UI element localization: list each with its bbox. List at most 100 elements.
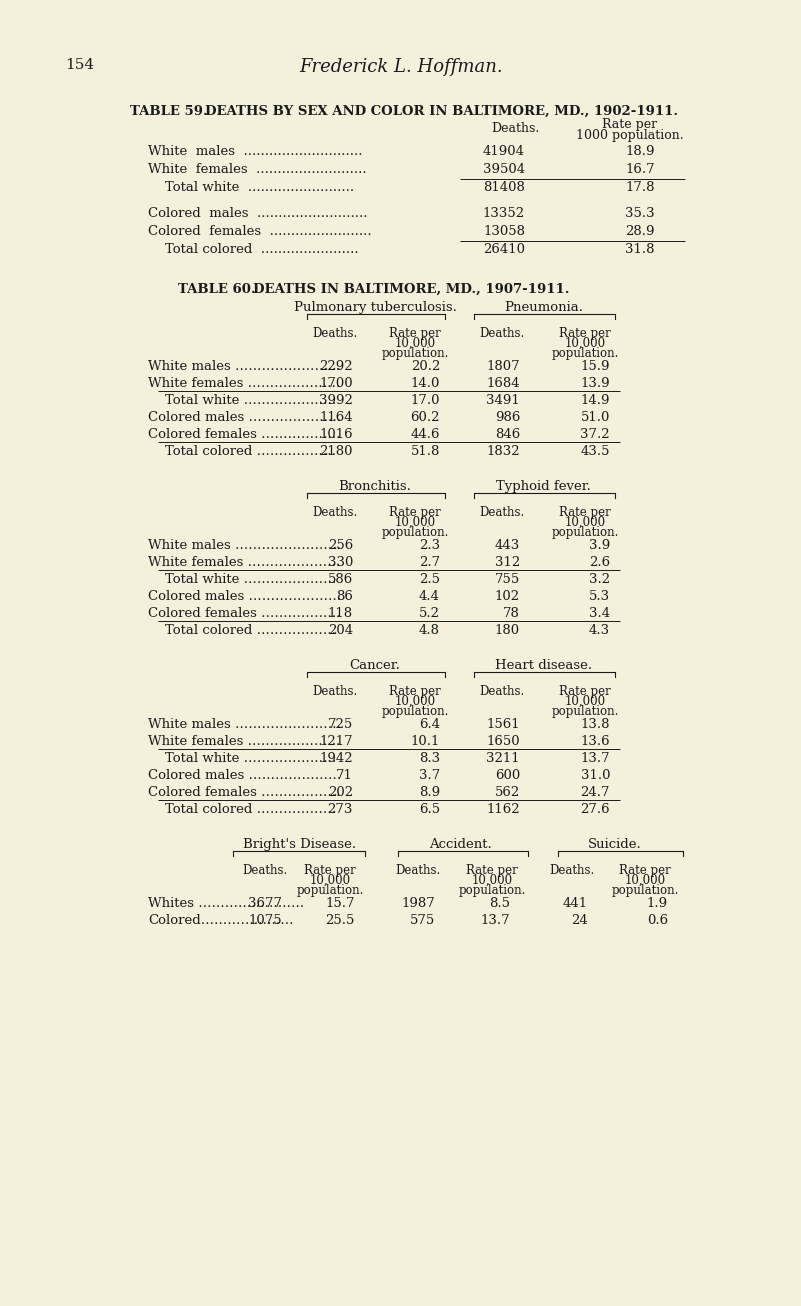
Text: Colored females ………………: Colored females ……………… [148, 786, 340, 799]
Text: 10,000: 10,000 [394, 695, 436, 708]
Text: 31.8: 31.8 [626, 243, 655, 256]
Text: 1162: 1162 [486, 803, 520, 816]
Text: Colored females ………………: Colored females ……………… [148, 607, 340, 620]
Text: 10,000: 10,000 [309, 874, 351, 887]
Text: 4.8: 4.8 [419, 624, 440, 637]
Text: 8.3: 8.3 [419, 752, 440, 765]
Text: Colored females ………………: Colored females ……………… [148, 428, 340, 441]
Text: White males ……………………: White males …………………… [148, 718, 341, 731]
Text: 24.7: 24.7 [581, 786, 610, 799]
Text: 575: 575 [410, 914, 435, 927]
Text: 6.4: 6.4 [419, 718, 440, 731]
Text: 3211: 3211 [486, 752, 520, 765]
Text: 4.4: 4.4 [419, 590, 440, 603]
Text: 4.3: 4.3 [589, 624, 610, 637]
Text: 27.6: 27.6 [581, 803, 610, 816]
Text: 18.9: 18.9 [626, 145, 655, 158]
Text: population.: population. [381, 347, 449, 360]
Text: 3.2: 3.2 [589, 573, 610, 586]
Text: 71: 71 [336, 769, 353, 782]
Text: 26410: 26410 [483, 243, 525, 256]
Text: population.: population. [551, 705, 618, 718]
Text: 2.3: 2.3 [419, 539, 440, 552]
Text: 43.5: 43.5 [581, 445, 610, 458]
Text: 15.9: 15.9 [581, 360, 610, 374]
Text: Colored males …………………: Colored males ………………… [148, 590, 341, 603]
Text: Deaths.: Deaths. [479, 686, 525, 697]
Text: 586: 586 [328, 573, 353, 586]
Text: 6.5: 6.5 [419, 803, 440, 816]
Text: population.: population. [381, 526, 449, 539]
Text: White males ……………………: White males …………………… [148, 360, 341, 374]
Text: 35.3: 35.3 [626, 206, 655, 219]
Text: 10,000: 10,000 [394, 337, 436, 350]
Text: 15.7: 15.7 [325, 897, 355, 910]
Text: Colored…………………: Colored………………… [148, 914, 293, 927]
Text: Deaths.: Deaths. [549, 865, 594, 878]
Text: 1164: 1164 [320, 411, 353, 424]
Text: Pulmonary tuberculosis.: Pulmonary tuberculosis. [293, 300, 457, 313]
Text: Total colored ………………: Total colored ……………… [148, 803, 336, 816]
Text: Deaths.: Deaths. [479, 326, 525, 340]
Text: Whites ……………………: Whites …………………… [148, 897, 304, 910]
Text: 10,000: 10,000 [565, 516, 606, 529]
Text: 3992: 3992 [319, 394, 353, 407]
Text: 51.0: 51.0 [581, 411, 610, 424]
Text: Rate per: Rate per [389, 326, 441, 340]
Text: Total colored  .......................: Total colored ....................... [148, 243, 359, 256]
Text: Pneumonia.: Pneumonia. [504, 300, 583, 313]
Text: Rate per: Rate per [559, 686, 611, 697]
Text: 2292: 2292 [320, 360, 353, 374]
Text: 1987: 1987 [401, 897, 435, 910]
Text: Cancer.: Cancer. [349, 660, 400, 673]
Text: 13.6: 13.6 [581, 735, 610, 748]
Text: Rate per: Rate per [559, 326, 611, 340]
Text: 1016: 1016 [320, 428, 353, 441]
Text: 13352: 13352 [483, 206, 525, 219]
Text: 8.9: 8.9 [419, 786, 440, 799]
Text: 86: 86 [336, 590, 353, 603]
Text: population.: population. [611, 884, 678, 897]
Text: Total white …………………: Total white ………………… [148, 394, 336, 407]
Text: DEATHS BY SEX AND COLOR IN BALTIMORE, MD., 1902-1911.: DEATHS BY SEX AND COLOR IN BALTIMORE, MD… [205, 104, 678, 118]
Text: Rate per: Rate per [389, 686, 441, 697]
Text: 3.9: 3.9 [589, 539, 610, 552]
Text: 2180: 2180 [320, 445, 353, 458]
Text: White  females  ..........................: White females .......................... [148, 163, 367, 176]
Text: 1217: 1217 [320, 735, 353, 748]
Text: White  males  ............................: White males ............................ [148, 145, 363, 158]
Text: population.: population. [551, 526, 618, 539]
Text: 41904: 41904 [483, 145, 525, 158]
Text: 1832: 1832 [486, 445, 520, 458]
Text: TABLE 59.: TABLE 59. [130, 104, 207, 118]
Text: Rate per: Rate per [619, 865, 671, 878]
Text: 13058: 13058 [483, 225, 525, 238]
Text: White males ……………………: White males …………………… [148, 539, 341, 552]
Text: Frederick L. Hoffman.: Frederick L. Hoffman. [300, 57, 503, 76]
Text: Rate per: Rate per [304, 865, 356, 878]
Text: 13.7: 13.7 [581, 752, 610, 765]
Text: 1700: 1700 [320, 377, 353, 390]
Text: 25.5: 25.5 [326, 914, 355, 927]
Text: 562: 562 [495, 786, 520, 799]
Text: 1.9: 1.9 [647, 897, 668, 910]
Text: 5.2: 5.2 [419, 607, 440, 620]
Text: 102: 102 [495, 590, 520, 603]
Text: Rate per: Rate per [559, 505, 611, 518]
Text: Deaths.: Deaths. [491, 121, 539, 135]
Text: 28.9: 28.9 [626, 225, 655, 238]
Text: population.: population. [381, 705, 449, 718]
Text: 81408: 81408 [483, 182, 525, 195]
Text: 31.0: 31.0 [581, 769, 610, 782]
Text: 846: 846 [495, 428, 520, 441]
Text: Accident.: Accident. [429, 838, 491, 852]
Text: 725: 725 [328, 718, 353, 731]
Text: Typhoid fever.: Typhoid fever. [496, 481, 591, 492]
Text: Total colored ………………: Total colored ……………… [148, 624, 336, 637]
Text: 37.2: 37.2 [581, 428, 610, 441]
Text: Rate per: Rate per [466, 865, 518, 878]
Text: 0.6: 0.6 [647, 914, 668, 927]
Text: Colored  females  ........................: Colored females ........................ [148, 225, 372, 238]
Text: 39504: 39504 [483, 163, 525, 176]
Text: Deaths.: Deaths. [396, 865, 441, 878]
